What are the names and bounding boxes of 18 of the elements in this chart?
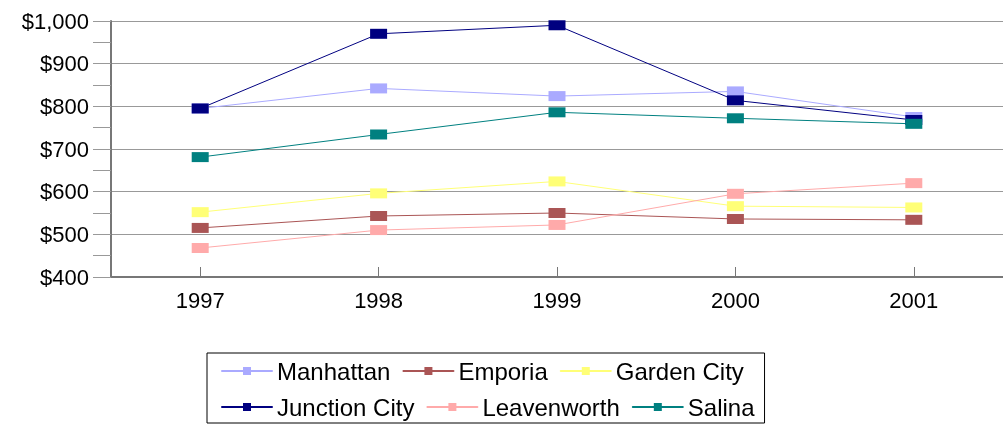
y-tick-label: $800 (40, 93, 89, 119)
y-tick-label: $700 (40, 136, 89, 162)
legend-label: Junction City (277, 393, 415, 421)
x-tick-label: 1998 (354, 287, 404, 313)
x-tick-label: 1997 (175, 287, 225, 313)
y-tick-label: $1,000 (21, 8, 89, 34)
x-tick-label: 1999 (532, 287, 582, 313)
y-tick-label: $900 (40, 51, 89, 77)
legend-label: Manhattan (277, 357, 391, 385)
legend-label: Emporia (458, 357, 549, 385)
x-tick-label: 2000 (710, 287, 760, 313)
legend-label: Salina (687, 393, 756, 421)
y-tick-label: $600 (40, 179, 89, 205)
y-tick-label: $500 (40, 221, 89, 247)
legend-label: Leavenworth (482, 393, 620, 421)
y-tick-label: $400 (40, 264, 89, 290)
x-tick-label: 2001 (889, 287, 939, 313)
legend-label: Garden City (615, 357, 744, 385)
